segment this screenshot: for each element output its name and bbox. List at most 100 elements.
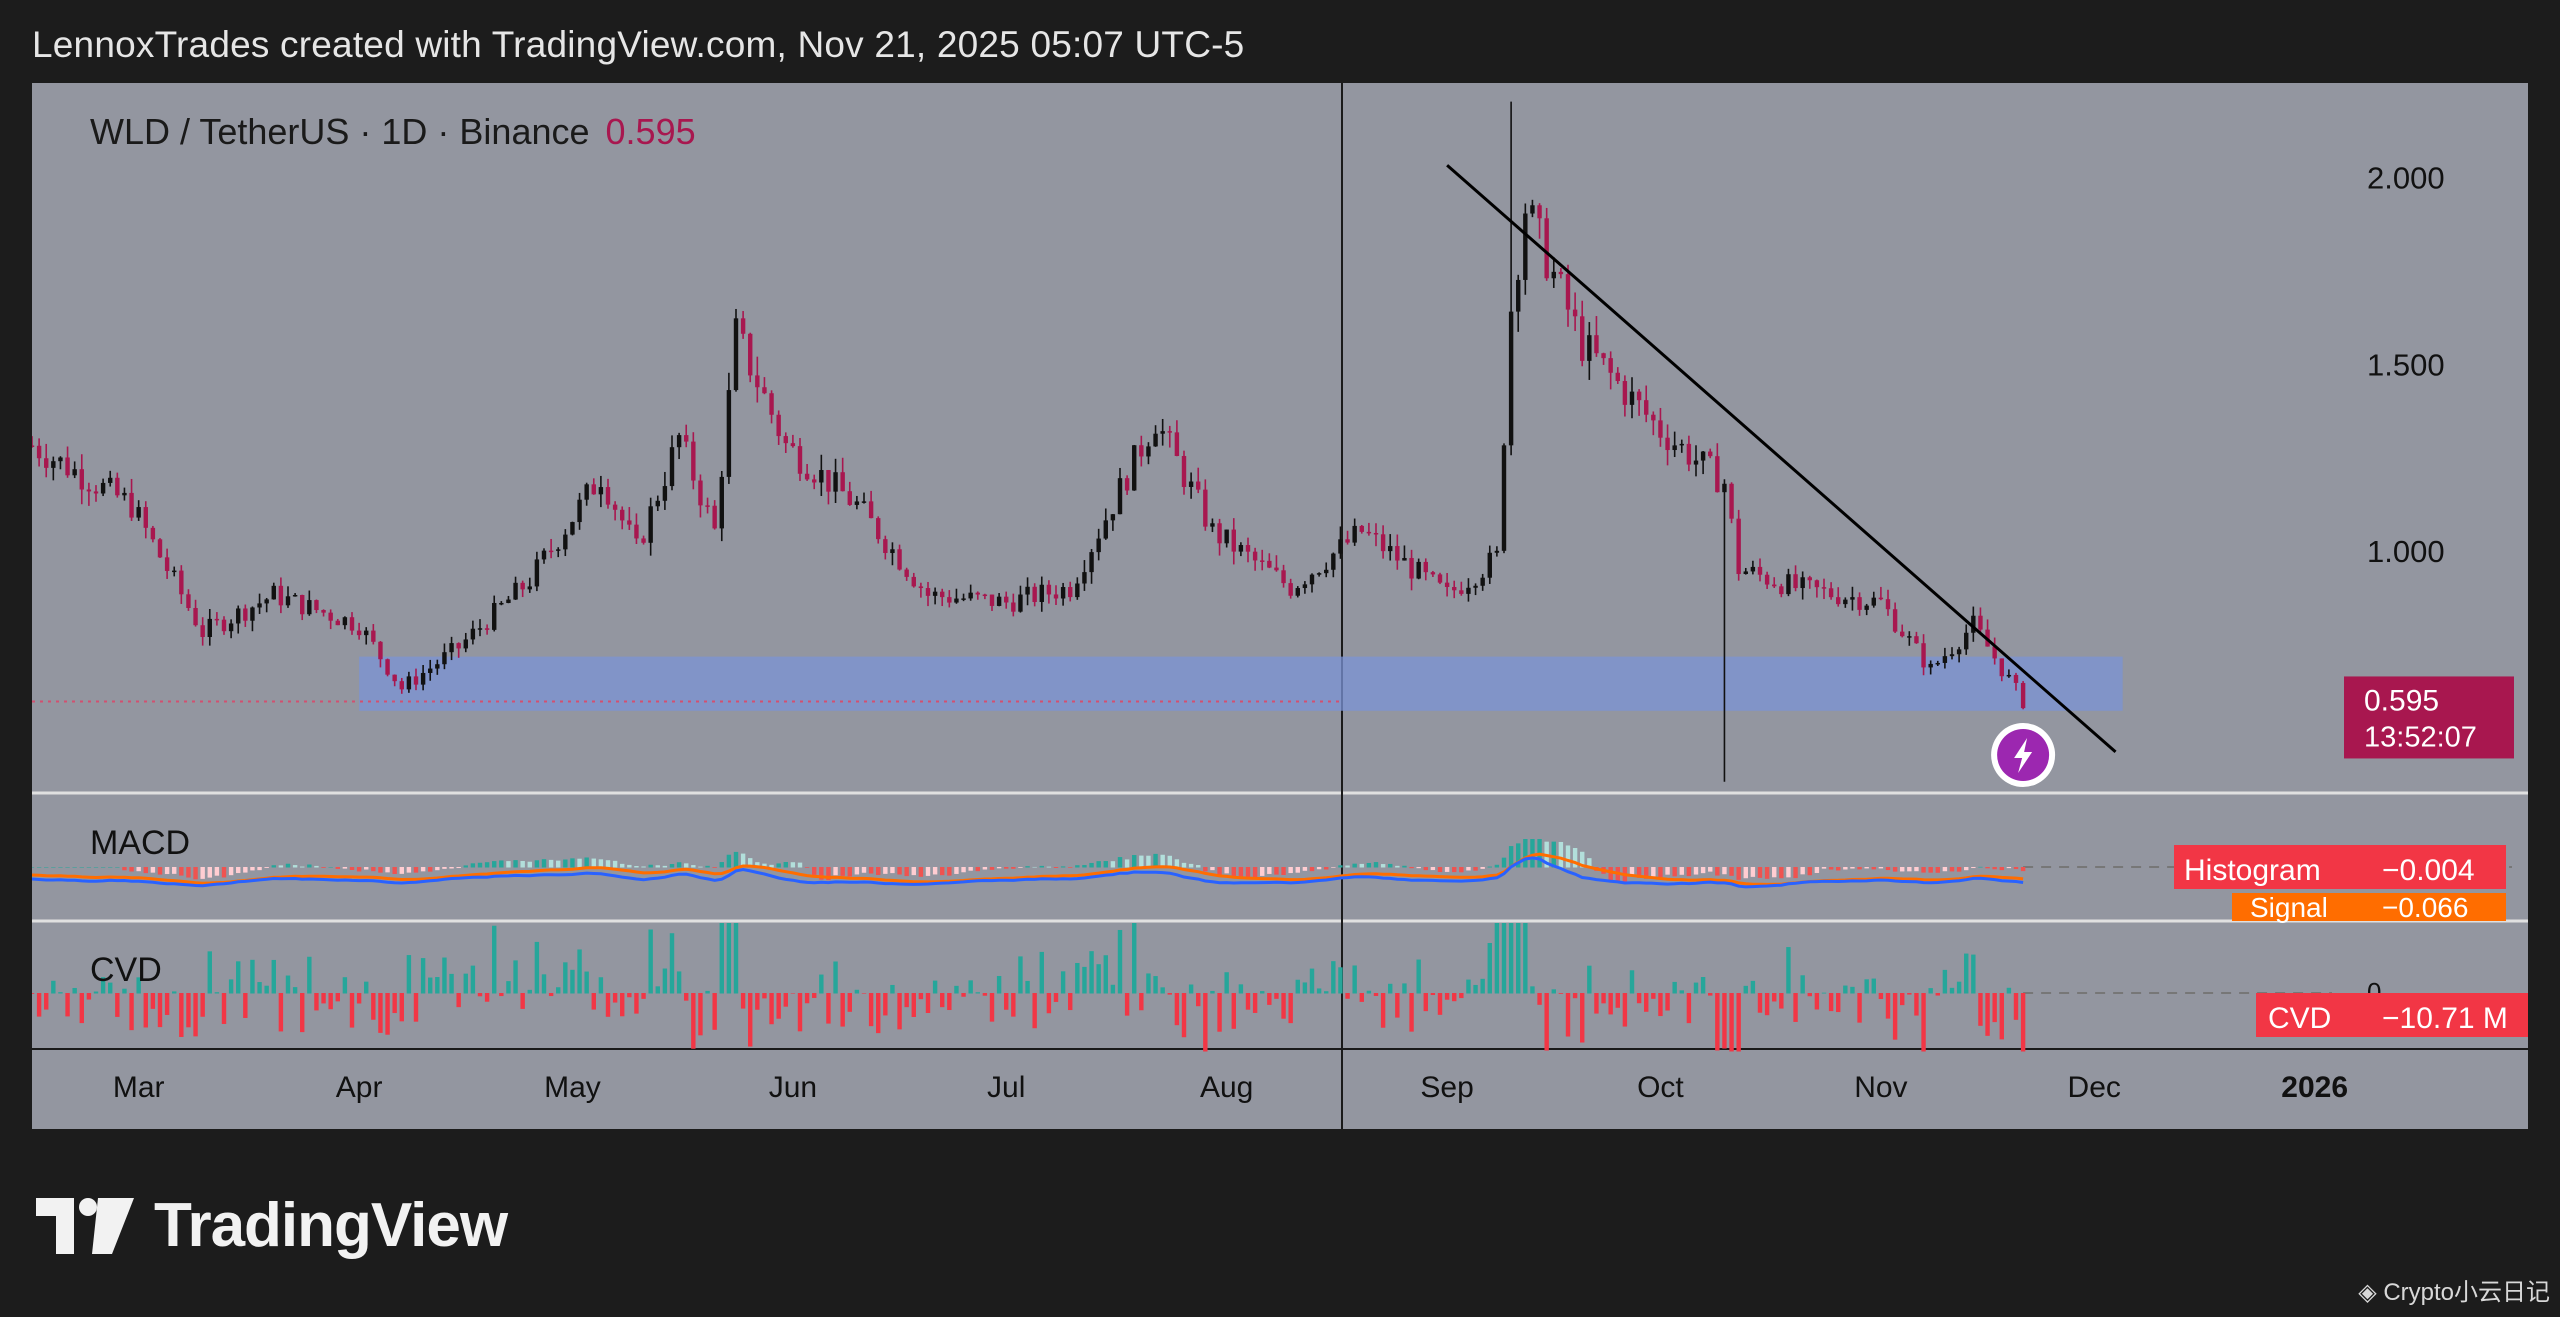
cvd-bar xyxy=(136,977,141,994)
cvd-bar xyxy=(463,973,468,994)
cvd-bar xyxy=(1729,993,1734,1052)
cvd-bar xyxy=(1416,959,1421,994)
macd-pane-title[interactable]: MACD xyxy=(90,824,191,862)
candle-body xyxy=(136,507,141,518)
cvd-bar xyxy=(1082,966,1087,994)
macd-bar xyxy=(1800,867,1805,875)
macd-bar xyxy=(257,867,262,871)
macd-bar xyxy=(826,867,831,881)
candle-body xyxy=(179,570,184,595)
cvd-bar xyxy=(207,951,212,994)
candle-body xyxy=(1053,594,1059,599)
macd-bar xyxy=(1181,862,1187,868)
cvd-pane-title[interactable]: CVD xyxy=(90,951,162,989)
cvd-bar xyxy=(1217,993,1222,1032)
macd-bar xyxy=(1388,863,1393,868)
candle-body xyxy=(122,492,127,496)
macd-bar xyxy=(406,867,412,873)
chart-canvas[interactable]: 2.000 1.500 1.000 0.595 13:52:07 Histogram −0.… xyxy=(32,83,2528,1129)
cvd-bar xyxy=(1039,951,1044,994)
candle-body xyxy=(1885,599,1891,610)
macd-bar xyxy=(1281,867,1286,876)
macd-bar xyxy=(570,858,575,868)
macd-bar xyxy=(1295,867,1300,873)
cvd-bar xyxy=(157,993,163,1028)
cvd-bar xyxy=(1402,983,1407,994)
macd-bar xyxy=(584,857,589,868)
cvd-bar xyxy=(833,961,838,994)
cvd-bar xyxy=(1018,956,1023,994)
candle-body xyxy=(1366,531,1372,534)
macd-bar xyxy=(364,867,369,870)
cvd-bar xyxy=(648,929,653,994)
macd-bar xyxy=(1672,867,1677,877)
candle-body xyxy=(300,594,305,615)
cvd-bar xyxy=(1124,993,1130,1016)
candle-body xyxy=(1039,584,1044,603)
chart-attribution: LennoxTrades created with TradingView.co… xyxy=(32,24,1245,65)
candle-body xyxy=(556,549,561,551)
candle-body xyxy=(442,652,447,665)
macd-bar xyxy=(463,865,468,868)
macd-bar xyxy=(676,862,682,868)
macd-bar xyxy=(1124,859,1130,868)
macd-bar xyxy=(470,863,476,868)
macd-signal-line xyxy=(32,852,2024,886)
macd-bar xyxy=(442,867,447,869)
macd-bar xyxy=(1900,867,1905,872)
cvd-bar xyxy=(1992,993,1997,1023)
macd-bar xyxy=(1302,867,1308,871)
macd-bar xyxy=(150,867,156,873)
cvd-bar xyxy=(1210,990,1215,994)
candle-body xyxy=(470,628,476,640)
candle-body xyxy=(1203,489,1208,527)
candle-body xyxy=(712,505,717,529)
cvd-bar xyxy=(534,941,540,994)
candle-body xyxy=(1281,570,1286,584)
candle-body xyxy=(1217,523,1222,544)
candle-body xyxy=(1651,414,1656,421)
macd-bar xyxy=(804,867,810,868)
candle-body xyxy=(627,520,632,525)
candle-body xyxy=(1060,587,1066,599)
candle-body xyxy=(954,598,959,603)
candle-body xyxy=(1537,205,1542,219)
cvd-bar xyxy=(925,993,931,1013)
macd-bar xyxy=(1288,867,1293,874)
cvd-bar xyxy=(356,993,362,1004)
macd-bar xyxy=(1729,867,1734,876)
candle-body xyxy=(534,559,540,587)
cvd-bar xyxy=(300,993,305,1033)
cvd-bar xyxy=(1942,969,1948,994)
cvd-bar xyxy=(108,982,113,994)
macd-bar xyxy=(1587,858,1592,868)
cvd-bar xyxy=(548,993,554,997)
candle-body xyxy=(356,630,362,636)
candle-body xyxy=(1395,546,1400,561)
candle-body xyxy=(1473,585,1478,588)
candle-body xyxy=(1437,574,1443,583)
macd-bar xyxy=(541,859,547,868)
cvd-bar xyxy=(1985,993,1990,1036)
macd-bar xyxy=(1914,867,1919,872)
cvd-bar xyxy=(250,959,255,994)
macd-bar xyxy=(726,854,732,868)
cvd-bar xyxy=(1857,993,1862,1023)
macd-bar xyxy=(1338,865,1343,868)
candle-body xyxy=(1722,483,1727,493)
symbol-legend[interactable]: WLD / TetherUS · 1D · Binance 0.595 xyxy=(90,111,696,153)
macd-bar xyxy=(1757,867,1763,878)
macd-bar xyxy=(513,860,518,868)
macd-bar xyxy=(1565,845,1571,868)
candle-body xyxy=(1274,567,1279,571)
candle-body xyxy=(513,582,518,600)
macd-bar xyxy=(1779,867,1784,879)
candle-body xyxy=(669,447,675,487)
candle-body xyxy=(463,639,468,649)
tradingview-wordmark: TradingView xyxy=(154,1191,508,1260)
candle-body xyxy=(292,594,298,597)
chart-panel[interactable]: 2.000 1.500 1.000 0.595 13:52:07 Histogram −0.… xyxy=(32,83,2528,1129)
macd-bar xyxy=(691,865,696,868)
macd-bar xyxy=(1786,867,1791,878)
histogram-value-tag xyxy=(2372,845,2506,889)
